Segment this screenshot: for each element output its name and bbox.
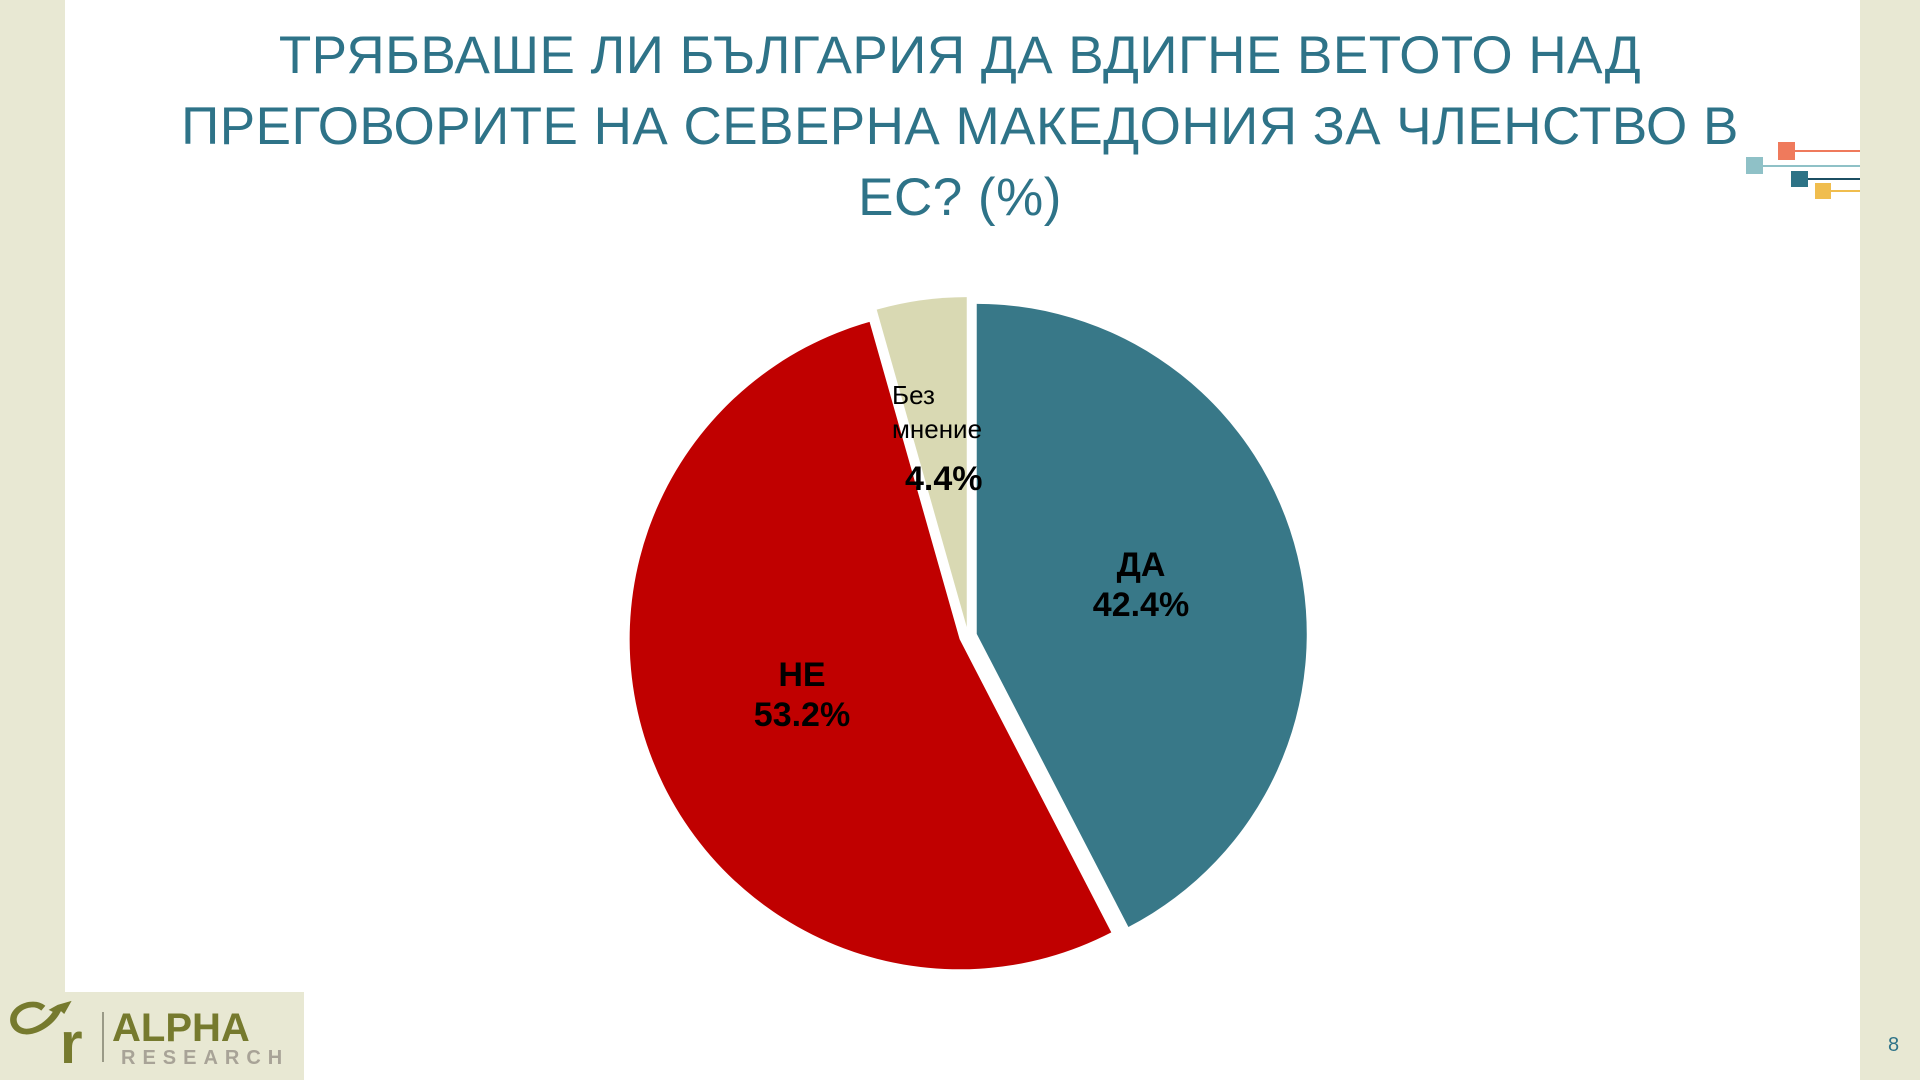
svg-text:ДА: ДА: [1117, 546, 1166, 584]
svg-text:53.2%: 53.2%: [754, 696, 850, 734]
svg-text:НЕ: НЕ: [778, 656, 825, 694]
svg-text:Без: Без: [892, 380, 935, 410]
svg-text:42.4%: 42.4%: [1093, 586, 1189, 624]
svg-text:мнение: мнение: [892, 414, 982, 444]
svg-text:4.4%: 4.4%: [905, 460, 983, 498]
